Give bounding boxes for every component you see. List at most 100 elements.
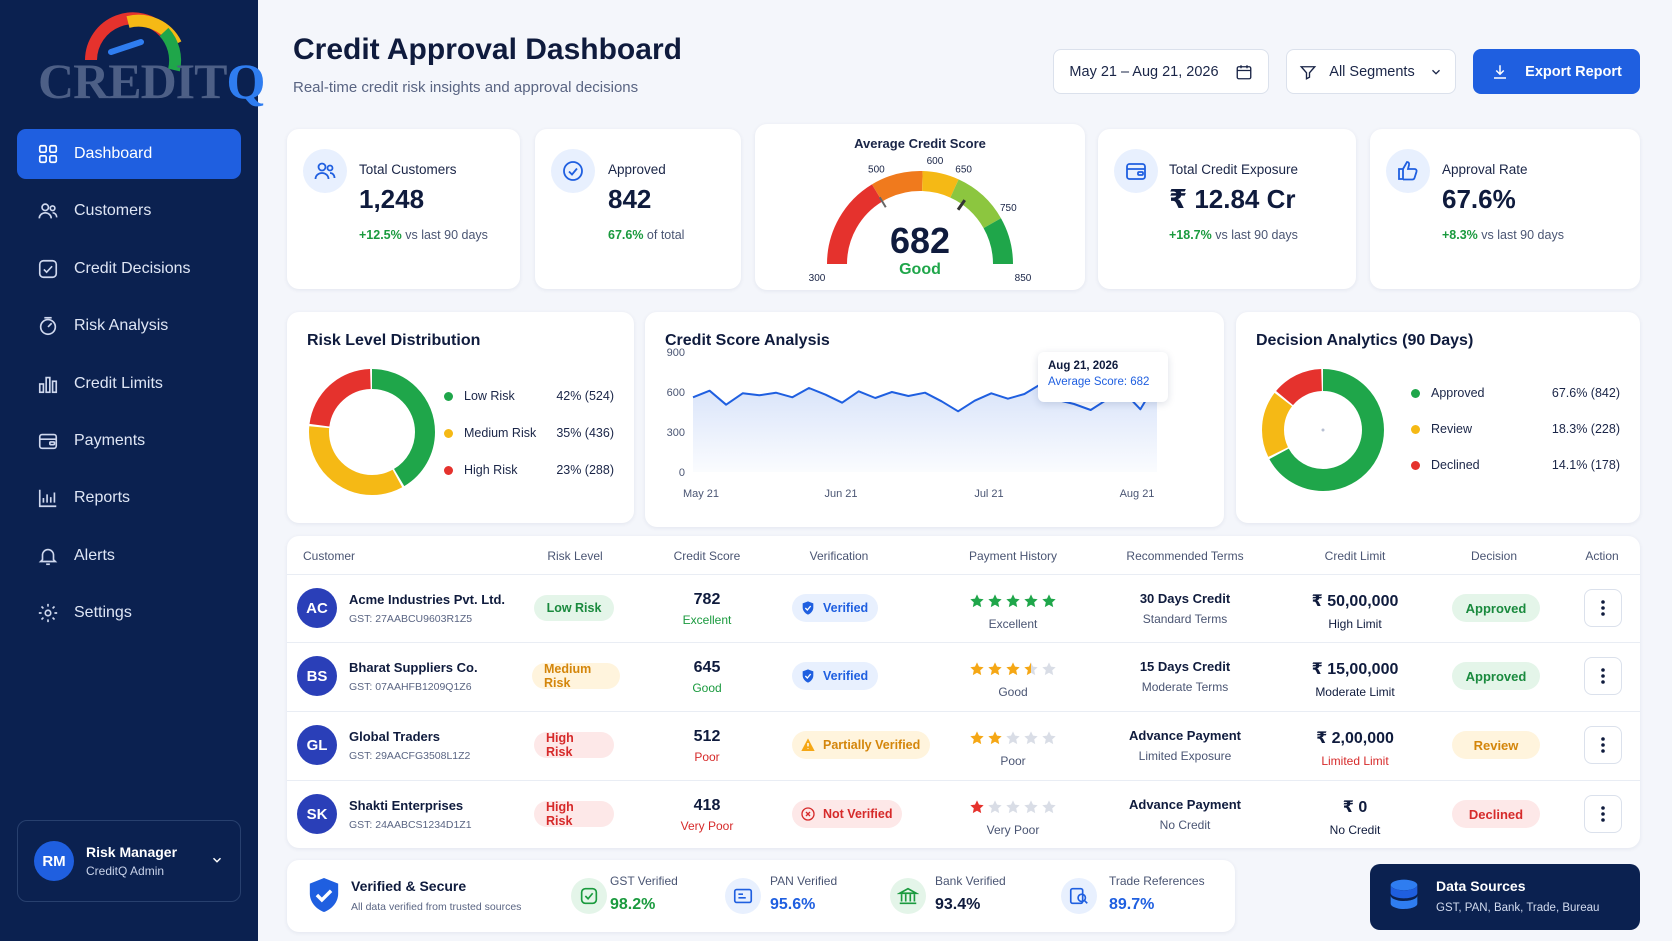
x-tick-label: Jun 21 xyxy=(824,488,857,500)
sidebar-item-reports[interactable]: Reports xyxy=(17,473,241,523)
customer-name[interactable]: Global Traders xyxy=(349,729,441,744)
decision-badge: Approved xyxy=(1452,594,1540,622)
credit-score-cell: 512 Poor xyxy=(693,728,721,764)
col-header-limit[interactable]: Credit Limit xyxy=(1324,549,1386,563)
kpi-label: Approved xyxy=(608,162,666,177)
col-header-payment[interactable]: Payment History xyxy=(968,549,1058,563)
sidebar-item-credit-limits[interactable]: Credit Limits xyxy=(17,359,241,409)
customer-gst: GST: 29AACFG3508L1Z2 xyxy=(349,750,471,762)
col-header-terms[interactable]: Recommended Terms xyxy=(1126,549,1244,563)
decision-slice-1[interactable] xyxy=(1262,369,1384,491)
verification-badge: Verified xyxy=(792,594,879,622)
metric-value: 93.4% xyxy=(935,896,981,913)
row-actions-button[interactable] xyxy=(1584,657,1622,695)
shield-check-icon xyxy=(802,601,814,615)
pan-card-icon xyxy=(725,878,761,914)
credit-limit-cell: ₹ 2,00,000 Limited Limit xyxy=(1316,730,1394,768)
row-actions-button[interactable] xyxy=(1584,726,1622,764)
col-header-customer[interactable]: Customer xyxy=(303,549,356,563)
col-header-score[interactable]: Credit Score xyxy=(673,549,741,563)
gauge-tick-label: 750 xyxy=(1000,203,1017,214)
star-icon xyxy=(1006,800,1020,814)
date-range-picker[interactable]: May 21 – Aug 21, 2026 xyxy=(1053,49,1269,94)
export-label: Export Report xyxy=(1525,63,1622,80)
series-area xyxy=(693,381,1157,472)
legend-value: 23% (288) xyxy=(556,463,614,477)
chart-tooltip: Aug 21, 2026 Average Score: 682 xyxy=(1038,352,1168,402)
row-actions-button[interactable] xyxy=(1584,589,1622,627)
metric-label: Trade References xyxy=(1109,874,1205,888)
sidebar-item-risk-analysis[interactable]: Risk Analysis xyxy=(17,301,241,351)
sidebar-item-dashboard[interactable]: Dashboard xyxy=(17,129,241,179)
page-title: Credit Approval Dashboard xyxy=(293,33,682,66)
table-row[interactable]: AC Acme Industries Pvt. Ltd. GST: 27AABC… xyxy=(287,574,1640,642)
more-vertical-icon xyxy=(1601,600,1605,616)
avatar: RM xyxy=(34,841,74,881)
risk-donut-chart xyxy=(309,369,435,495)
sidebar-item-customers[interactable]: Customers xyxy=(17,186,241,236)
customer-name[interactable]: Bharat Suppliers Co. xyxy=(349,660,478,675)
user-profile-card[interactable]: RM Risk Manager CreditQ Admin xyxy=(17,820,241,902)
customer-name[interactable]: Shakti Enterprises xyxy=(349,798,464,813)
check-circle-icon xyxy=(551,149,595,193)
star-icon xyxy=(1024,662,1038,676)
gauge-band-1 xyxy=(871,171,923,202)
risk-gauge-icon xyxy=(39,317,57,336)
customer-avatar: AC xyxy=(297,588,337,628)
row-actions-button[interactable] xyxy=(1584,795,1622,833)
decision-slice-0[interactable] xyxy=(1262,369,1384,491)
terms-cell: 15 Days Credit Moderate Terms xyxy=(1139,659,1231,694)
credit-limit-cell: ₹ 0 No Credit xyxy=(1329,799,1381,837)
verification-badge: Partially Verified xyxy=(792,731,931,759)
customer-avatar: BS xyxy=(297,656,337,696)
metric-label: PAN Verified xyxy=(770,874,838,888)
creditq-logo[interactable]: CREDITQ xyxy=(36,12,265,112)
col-header-decision[interactable]: Decision xyxy=(1470,549,1518,563)
legend-low-risk: Low Risk xyxy=(444,389,515,403)
tooltip-date: Aug 21, 2026 xyxy=(1048,360,1119,372)
legend-approved: Approved xyxy=(1411,386,1485,400)
customer-avatar: GL xyxy=(297,725,337,765)
verification-badge: Verified xyxy=(792,662,879,690)
gauge-tick-label: 600 xyxy=(927,156,944,167)
credit-score-line-chart[interactable]: 900 600 300 0 May 21 Jun 21 Jul 21 Aug 21 xyxy=(645,312,1224,527)
kpi-value: 842 xyxy=(608,184,652,214)
sidebar-item-label: Risk Analysis xyxy=(74,317,169,335)
sidebar-item-payments[interactable]: Payments xyxy=(17,416,241,466)
filter-icon xyxy=(1300,65,1317,80)
date-range-label: May 21 – Aug 21, 2026 xyxy=(1069,63,1219,80)
export-report-button[interactable]: Export Report xyxy=(1473,49,1640,94)
table-row[interactable]: BS Bharat Suppliers Co. GST: 07AAHFB1209… xyxy=(287,642,1640,710)
kpi-approved: Approved 842 67.6% of total xyxy=(535,129,741,289)
risk-distribution-card: Risk Level Distribution Low Risk 42% (52… xyxy=(287,312,634,523)
data-sources-card[interactable]: Data Sources GST, PAN, Bank, Trade, Bure… xyxy=(1370,864,1640,930)
col-header-risk[interactable]: Risk Level xyxy=(547,549,603,563)
customer-gst: GST: 24AABCS1234D1Z1 xyxy=(349,819,472,831)
legend-review: Review xyxy=(1411,422,1472,436)
col-header-verification[interactable]: Verification xyxy=(809,549,869,563)
user-role: CreditQ Admin xyxy=(86,864,165,878)
table-row[interactable]: SK Shakti Enterprises GST: 24AABCS1234D1… xyxy=(287,780,1640,848)
segment-filter-dropdown[interactable]: All Segments xyxy=(1286,49,1456,94)
page-subtitle: Real-time credit risk insights and appro… xyxy=(293,79,639,96)
kpi-value: ₹ 12.84 Cr xyxy=(1169,184,1296,214)
chevron-down-icon[interactable] xyxy=(210,853,224,867)
y-tick-label: 0 xyxy=(679,467,685,479)
gauge-band-2 xyxy=(921,171,959,198)
y-tick-label: 600 xyxy=(667,387,685,399)
sidebar-item-credit-decisions[interactable]: Credit Decisions xyxy=(17,244,241,294)
sidebar-nav: Dashboard Customers Credit Decisions Ris… xyxy=(17,129,241,646)
bell-icon xyxy=(38,548,58,565)
customer-table xyxy=(287,536,1640,848)
calendar-icon xyxy=(1236,64,1252,79)
sidebar-item-alerts[interactable]: Alerts xyxy=(17,531,241,581)
customer-name[interactable]: Acme Industries Pvt. Ltd. xyxy=(349,592,506,607)
sidebar-item-settings[interactable]: Settings xyxy=(17,588,241,638)
sidebar-item-label: Credit Decisions xyxy=(74,259,191,277)
trade-reference-icon xyxy=(1061,878,1097,914)
risk-slice-1[interactable] xyxy=(309,369,435,495)
star-icon xyxy=(1006,594,1020,608)
kpi-credit-exposure: Total Credit Exposure ₹ 12.84 Cr +18.7% … xyxy=(1098,129,1356,289)
risk-slice-0[interactable] xyxy=(309,369,435,495)
table-row[interactable]: GL Global Traders GST: 29AACFG3508L1Z2 H… xyxy=(287,711,1640,779)
